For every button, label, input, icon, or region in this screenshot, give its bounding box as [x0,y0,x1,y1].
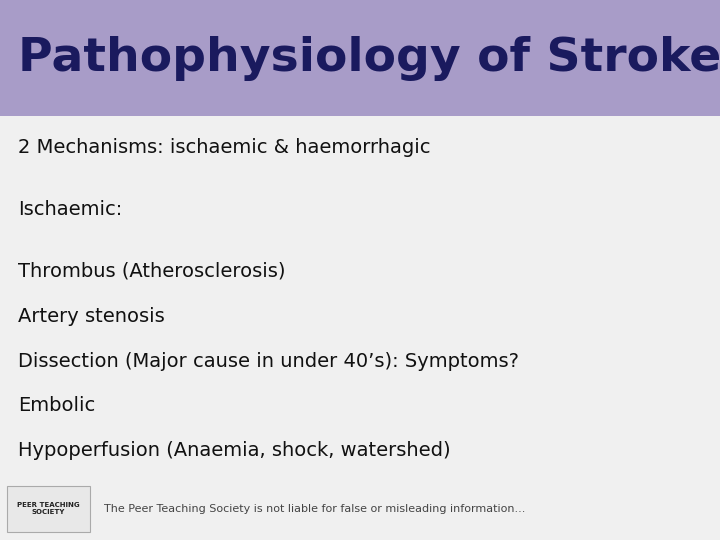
FancyBboxPatch shape [7,486,90,532]
Text: Dissection (Major cause in under 40’s): Symptoms?: Dissection (Major cause in under 40’s): … [18,352,519,370]
Text: Thrombus (Atherosclerosis): Thrombus (Atherosclerosis) [18,262,286,281]
Text: Embolic: Embolic [18,396,95,415]
Text: Artery stenosis: Artery stenosis [18,307,165,326]
Text: Hypoperfusion (Anaemia, shock, watershed): Hypoperfusion (Anaemia, shock, watershed… [18,441,451,460]
Text: The Peer Teaching Society is not liable for false or misleading information...: The Peer Teaching Society is not liable … [104,504,526,514]
Text: Pathophysiology of Stroke: Pathophysiology of Stroke [18,36,720,80]
Text: PEER TEACHING
SOCIETY: PEER TEACHING SOCIETY [17,502,80,516]
Text: 2 Mechanisms: ischaemic & haemorrhagic: 2 Mechanisms: ischaemic & haemorrhagic [18,138,431,157]
FancyBboxPatch shape [0,0,720,116]
Text: Ischaemic:: Ischaemic: [18,200,122,219]
